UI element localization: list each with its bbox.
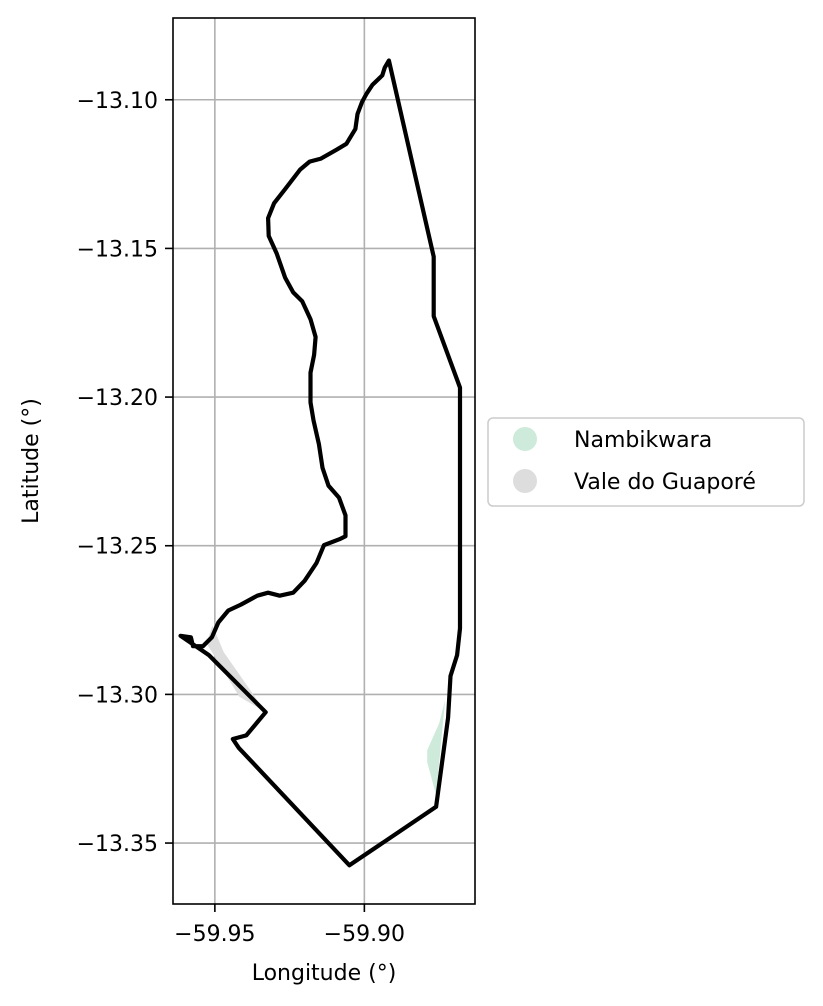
x-axis-label: Longitude (°) — [252, 961, 397, 986]
x-tick-label: −59.95 — [174, 922, 255, 947]
legend: Nambikwara Vale do Guaporé — [488, 418, 804, 506]
y-axis-label: Latitude (°) — [19, 398, 44, 524]
legend-label-vale-do-guapore: Vale do Guaporé — [574, 470, 756, 495]
x-tick-label: −59.90 — [324, 922, 405, 947]
y-tick-label: −13.15 — [77, 237, 158, 262]
y-tick-label: −13.20 — [77, 386, 158, 411]
legend-marker-vale-do-guapore — [513, 469, 537, 493]
y-tick-label: −13.30 — [77, 683, 158, 708]
legend-marker-nambikwara — [513, 427, 537, 451]
y-tick-label: −13.25 — [77, 535, 158, 560]
legend-label-nambikwara: Nambikwara — [574, 428, 712, 453]
y-tick-label: −13.10 — [77, 89, 158, 114]
y-tick-label: −13.35 — [77, 832, 158, 857]
